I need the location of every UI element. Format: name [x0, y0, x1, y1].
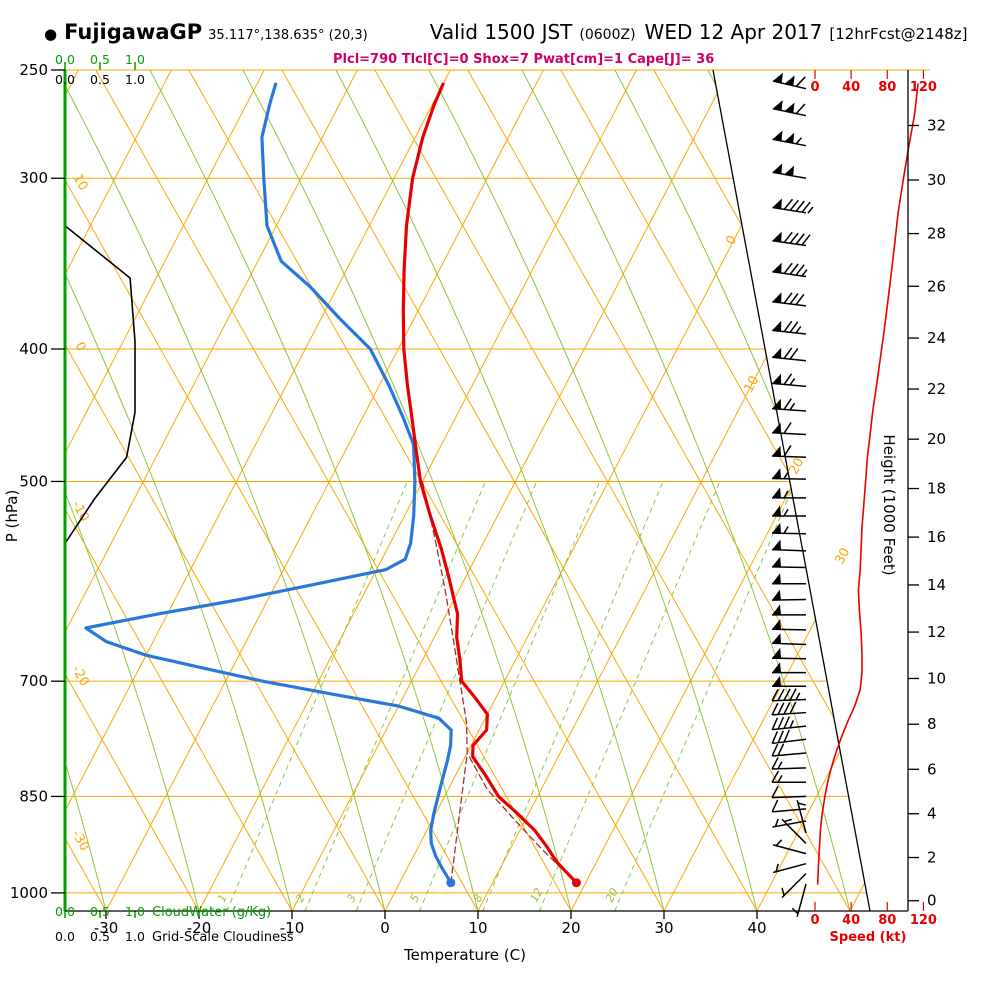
speed-tick-label: 0 [810, 913, 819, 928]
parcel-curve [421, 480, 578, 884]
height-axis-title: Height (1000 Feet) [880, 434, 898, 575]
cloudiness-scale-label: 0.0 [55, 72, 75, 87]
surface-temp-dot [571, 878, 581, 888]
speed-tick-label: 80 [878, 80, 896, 95]
height-tick-label: 22 [927, 380, 946, 398]
isotherm-label: 0 [723, 233, 740, 247]
mixing-ratio-label: 3 [344, 892, 359, 904]
cloudwater-scale-label: 0.0 [55, 52, 75, 67]
wind-speed-curve [816, 83, 919, 885]
height-tick-label: 0 [927, 892, 937, 910]
valid-time-utc: (0600Z) [579, 27, 636, 43]
cloudwater-scale-label: 0.0 [55, 904, 75, 919]
profiles [64, 82, 581, 888]
height-tick-label: 8 [927, 715, 937, 733]
pressure-tick-label: 300 [19, 169, 48, 187]
mixing-ratio-label: 1 [215, 892, 230, 904]
cloudwater-axis-title: CloudWater (g/Kg) [152, 905, 271, 920]
plot-boundary [712, 69, 871, 912]
cloudwater-scale-label: 1.0 [125, 52, 145, 67]
cloudiness-scale-label: 1.0 [125, 929, 145, 944]
height-tick-label: 32 [927, 116, 946, 134]
pressure-tick-label: 250 [19, 61, 48, 79]
temp-tick-label: -30 [94, 919, 119, 937]
isotherm-label: 30 [832, 546, 853, 568]
pressure-tick-label: 700 [19, 672, 48, 690]
forecast-tag: [12hrFcst@2148z] [829, 25, 968, 43]
temp-axis-title: Temperature (C) [403, 946, 526, 964]
temp-tick-label: -20 [187, 919, 212, 937]
pressure-tick-label: 1000 [10, 884, 48, 902]
temperature-curve [401, 82, 579, 885]
height-tick-label: 18 [927, 480, 946, 498]
pressure-tick-label: 850 [19, 787, 48, 805]
speed-tick-label: 80 [878, 913, 896, 928]
valid-time: Valid 1500 JST [429, 20, 573, 44]
dewpoint-curve [84, 82, 453, 885]
cloudiness-scale-label: 0.0 [55, 929, 75, 944]
isotherm-label: 20 [786, 456, 807, 478]
height-tick-label: 4 [927, 805, 937, 823]
skewt-grid: 1 2 3 5 8 12 20 [65, 70, 870, 911]
speed-tick-label: 40 [842, 913, 860, 928]
dry-adiabat-label: 10 [69, 171, 90, 193]
pressure-tick-label: 500 [19, 472, 48, 490]
height-tick-label: 30 [927, 171, 946, 189]
station-dot-icon: ● [44, 25, 58, 43]
temp-tick-label: 10 [468, 919, 487, 937]
temp-tick-label: 20 [561, 919, 580, 937]
height-tick-label: 16 [927, 528, 946, 546]
cloudiness-scale-label: 0.5 [90, 72, 110, 87]
pressure-axis-title: P (hPa) [3, 490, 21, 543]
valid-date: WED 12 Apr 2017 [644, 20, 823, 44]
cloudiness-scale-label: 1.0 [125, 72, 145, 87]
temp-tick-label: 40 [747, 919, 766, 937]
height-tick-label: 14 [927, 576, 946, 594]
cloudwater-scale-label: 0.5 [90, 904, 110, 919]
parcel-mixing-line [450, 752, 468, 884]
cloudiness-curve [64, 224, 136, 545]
temp-tick-label: -10 [280, 919, 305, 937]
speed-tick-label: 40 [842, 80, 860, 95]
speed-axis-title: Speed (kt) [830, 930, 907, 945]
height-tick-label: 10 [927, 669, 946, 687]
cloudiness-axis-title: Grid-Scale Cloudiness [152, 930, 294, 945]
temp-tick-label: 30 [654, 919, 673, 937]
pressure-tick-label: 400 [19, 340, 48, 358]
speed-tick-label: 120 [910, 913, 937, 928]
stability-parameters: Plcl=790 Tlcl[C]=0 Shox=7 Pwat[cm]=1 Cap… [333, 52, 715, 67]
mixing-ratio-label: 5 [408, 892, 423, 904]
temp-tick-label: 0 [380, 919, 390, 937]
height-tick-label: 2 [927, 849, 937, 867]
station-coords: 35.117°,138.635° (20,3) [208, 28, 368, 43]
height-tick-label: 12 [927, 623, 946, 641]
dry-adiabat-label: 0 [71, 340, 88, 355]
height-tick-label: 26 [927, 277, 946, 295]
cloudwater-scale-label: 1.0 [125, 904, 145, 919]
cloudwater-scale-label: 0.5 [90, 52, 110, 67]
mixing-ratio-label: 12 [528, 886, 546, 904]
wind-barbs [771, 72, 814, 917]
height-tick-label: 20 [927, 430, 946, 448]
isotherm-label: 10 [741, 374, 762, 396]
height-tick-label: 24 [927, 329, 946, 347]
height-tick-label: 6 [927, 760, 937, 778]
height-tick-label: 28 [927, 225, 946, 243]
speed-tick-label: 120 [910, 80, 937, 95]
mixing-ratio-label: 20 [603, 886, 621, 904]
surface-dewpoint-dot [446, 878, 456, 888]
station-name: FujigawaGP [64, 20, 203, 44]
speed-tick-label: 0 [810, 80, 819, 95]
chart-title: ● FujigawaGP 35.117°,138.635° (20,3) Val… [44, 20, 967, 44]
cloudiness-scale-label: 0.5 [90, 929, 110, 944]
